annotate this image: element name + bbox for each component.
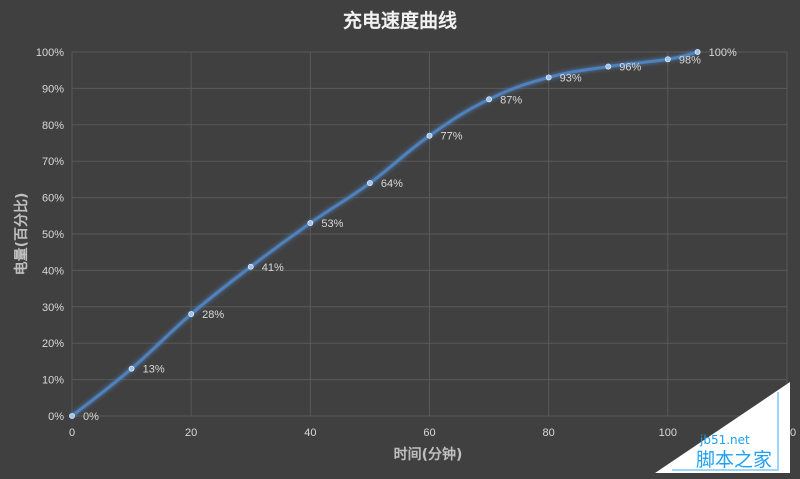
x-axis-title: 时间(分钟) [394, 446, 463, 463]
watermark: jb51.net 脚本之家 [655, 382, 790, 473]
data-point [247, 263, 254, 270]
x-tick-label: 100 [659, 427, 677, 439]
watermark-corner-stripe [672, 392, 779, 471]
series-line-group [69, 49, 701, 419]
data-label: 28% [202, 309, 224, 321]
y-tick-label: 10% [42, 375, 64, 387]
data-point [545, 74, 552, 81]
gridlines [71, 51, 788, 417]
x-tick-label: 80 [543, 427, 555, 439]
y-tick-label: 0% [48, 411, 64, 423]
data-label: 93% [560, 72, 582, 84]
y-tick-label: 70% [42, 156, 64, 168]
y-tick-label: 60% [42, 193, 64, 205]
data-point [128, 365, 135, 372]
data-label: 87% [500, 94, 522, 106]
x-tick-label: 60 [423, 427, 435, 439]
data-label: 0% [83, 411, 99, 423]
y-tick-label: 30% [42, 302, 64, 314]
data-label: 41% [262, 262, 284, 274]
y-tick-label: 100% [36, 47, 64, 59]
data-label: 96% [619, 62, 641, 74]
data-point [367, 180, 373, 186]
data-label: 64% [381, 178, 403, 190]
data-point [426, 132, 433, 139]
data-point [605, 63, 612, 70]
data-point [69, 413, 75, 419]
data-point [307, 220, 314, 226]
data-point [188, 311, 195, 317]
x-axis-ticks: 020406080100120 [69, 427, 796, 439]
y-tick-label: 80% [42, 120, 64, 132]
x-tick-label: 40 [304, 427, 316, 439]
data-label: 100% [709, 47, 737, 59]
data-label: 98% [679, 54, 701, 66]
data-labels: 0% 13% 28% 41% 53% 64% 77% 87% 93% 96% 98% 100% [83, 47, 737, 423]
x-tick-label: 0 [69, 427, 75, 439]
watermark-corner [655, 382, 790, 473]
y-tick-label: 90% [42, 83, 64, 95]
chart-title: 充电速度曲线 [343, 9, 457, 32]
data-label: 13% [143, 364, 165, 376]
data-label: 53% [321, 218, 343, 230]
data-point [694, 49, 701, 55]
y-tick-label: 50% [42, 229, 64, 241]
watermark-url: jb51.net [699, 433, 750, 447]
data-point [664, 56, 671, 63]
data-label: 77% [441, 131, 463, 143]
y-axis-ticks: 0% 10% 20% 30% 40% 50% 60% 70% 80% 90% 100% [36, 47, 64, 423]
y-axis-title: 电量(百分比) [13, 193, 30, 276]
data-point [486, 96, 492, 103]
y-tick-label: 20% [42, 338, 64, 350]
y-tick-label: 40% [42, 265, 64, 277]
watermark-name: 脚本之家 [696, 449, 772, 471]
x-tick-label: 20 [185, 427, 197, 439]
